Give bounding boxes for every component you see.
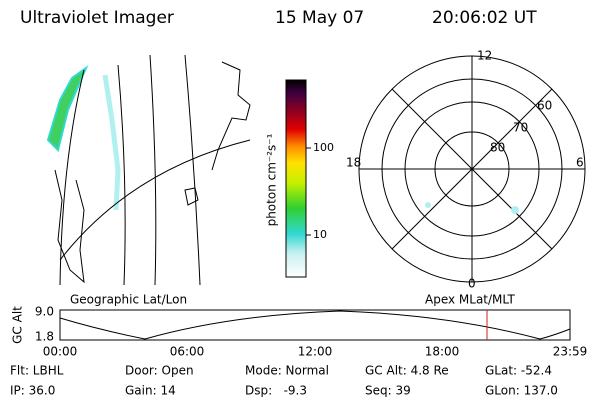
strip-left-label: Geographic Lat/Lon <box>70 293 187 307</box>
orbit-strip: Geographic Lat/Lon Apex MLat/MLT GC Alt … <box>11 293 588 359</box>
header: Ultraviolet Imager 15 May 07 20:06:02 UT <box>20 8 537 28</box>
altitude-curve <box>59 310 571 340</box>
colorbar-label: photon cm⁻²s⁻¹ <box>265 133 279 226</box>
status-field: Dsp: -9.3 <box>245 384 307 398</box>
meridian <box>59 69 85 286</box>
footer: Flt: LBHL Door: Open Mode: Normal GC Alt: 4… <box>10 364 558 398</box>
aurora-band <box>46 65 89 152</box>
mlt-label: 6 <box>576 156 584 170</box>
strip-frame <box>59 309 571 341</box>
colorbar-scale <box>285 79 307 278</box>
coastline <box>184 187 199 206</box>
aurora-diffuse <box>102 74 121 211</box>
title: Ultraviolet Imager <box>20 8 174 28</box>
status-field: Gain: 14 <box>125 384 176 398</box>
coastline <box>211 61 251 171</box>
strip-y-tick: 9.0 <box>35 305 54 319</box>
colorbar-tick-label: 100 <box>313 141 334 154</box>
status-field: Flt: LBHL <box>10 364 64 378</box>
strip-y-tick: 1.8 <box>35 330 54 344</box>
polar-plot: 12 18 6 0 60 70 80 <box>346 49 586 291</box>
status-field: GC Alt: 4.8 Re <box>365 364 449 378</box>
status-field: Seq: 39 <box>365 384 411 398</box>
parallel <box>59 139 251 261</box>
strip-x-tick: 06:00 <box>170 345 205 359</box>
status-field: Door: Open <box>125 364 194 378</box>
mlt-label: 12 <box>477 49 492 63</box>
mlt-line <box>391 88 553 250</box>
mlt-label: 18 <box>346 156 361 170</box>
strip-x-tick: 23:59 <box>553 345 588 359</box>
status-field: IP: 36.0 <box>10 384 55 398</box>
time: 20:06:02 UT <box>432 8 537 28</box>
strip-x-tick: 18:00 <box>425 345 460 359</box>
status-field: Mode: Normal <box>245 364 329 378</box>
status-field: GLat: -52.4 <box>485 364 552 378</box>
strip-x-tick: 12:00 <box>298 345 333 359</box>
lat-label: 60 <box>537 99 552 113</box>
mlt-label: 0 <box>468 277 476 291</box>
meridian <box>149 54 157 286</box>
meridian <box>117 64 126 286</box>
strip-x-tick: 00:00 <box>43 345 78 359</box>
meridian <box>184 54 201 286</box>
date: 15 May 07 <box>275 8 364 28</box>
strip-axis-label: GC Alt <box>11 306 25 344</box>
lat-label: 80 <box>490 141 505 155</box>
colorbar: 100 10 photon cm⁻²s⁻¹ <box>265 79 334 278</box>
strip-right-label: Apex MLat/MLT <box>425 293 515 307</box>
aurora-spot <box>511 206 519 214</box>
colorbar-tick-label: 10 <box>313 228 327 241</box>
aurora-spot <box>425 202 431 208</box>
status-field: GLon: 137.0 <box>485 384 558 398</box>
geographic-map <box>46 54 251 286</box>
lat-label: 70 <box>513 121 528 135</box>
coastline <box>54 169 85 284</box>
